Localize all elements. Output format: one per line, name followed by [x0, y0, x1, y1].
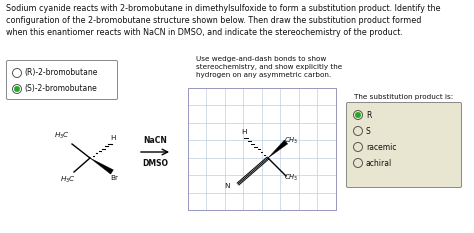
- Text: H: H: [110, 135, 116, 141]
- Circle shape: [14, 86, 20, 92]
- FancyBboxPatch shape: [7, 61, 118, 99]
- Text: The substitution product is:: The substitution product is:: [355, 94, 454, 100]
- Circle shape: [355, 112, 361, 118]
- Text: $H_3C$: $H_3C$: [54, 131, 70, 141]
- Text: N: N: [224, 183, 229, 189]
- Text: $H_3C$: $H_3C$: [60, 175, 76, 185]
- Text: DMSO: DMSO: [142, 159, 168, 168]
- Text: S: S: [366, 127, 371, 136]
- Text: R: R: [366, 110, 371, 120]
- Polygon shape: [268, 140, 288, 158]
- Text: (S)-2-bromobutane: (S)-2-bromobutane: [24, 85, 97, 93]
- Bar: [188, 88, 336, 210]
- Text: racemic: racemic: [366, 143, 396, 151]
- Text: Use wedge-and-dash bonds to show
stereochemistry, and show explicitly the
hydrog: Use wedge-and-dash bonds to show stereoc…: [196, 56, 342, 78]
- Text: Br: Br: [110, 175, 118, 181]
- Text: achiral: achiral: [366, 158, 392, 168]
- Text: (R)-2-bromobutane: (R)-2-bromobutane: [24, 69, 97, 78]
- Text: NaCN: NaCN: [143, 136, 167, 145]
- Text: $CH_3$: $CH_3$: [284, 136, 298, 146]
- Text: Sodium cyanide reacts with 2-bromobutane in dimethylsulfoxide to form a substitu: Sodium cyanide reacts with 2-bromobutane…: [6, 4, 440, 37]
- Polygon shape: [90, 158, 113, 174]
- Text: H: H: [241, 129, 246, 135]
- FancyBboxPatch shape: [346, 103, 462, 188]
- Text: $CH_3$: $CH_3$: [284, 173, 298, 183]
